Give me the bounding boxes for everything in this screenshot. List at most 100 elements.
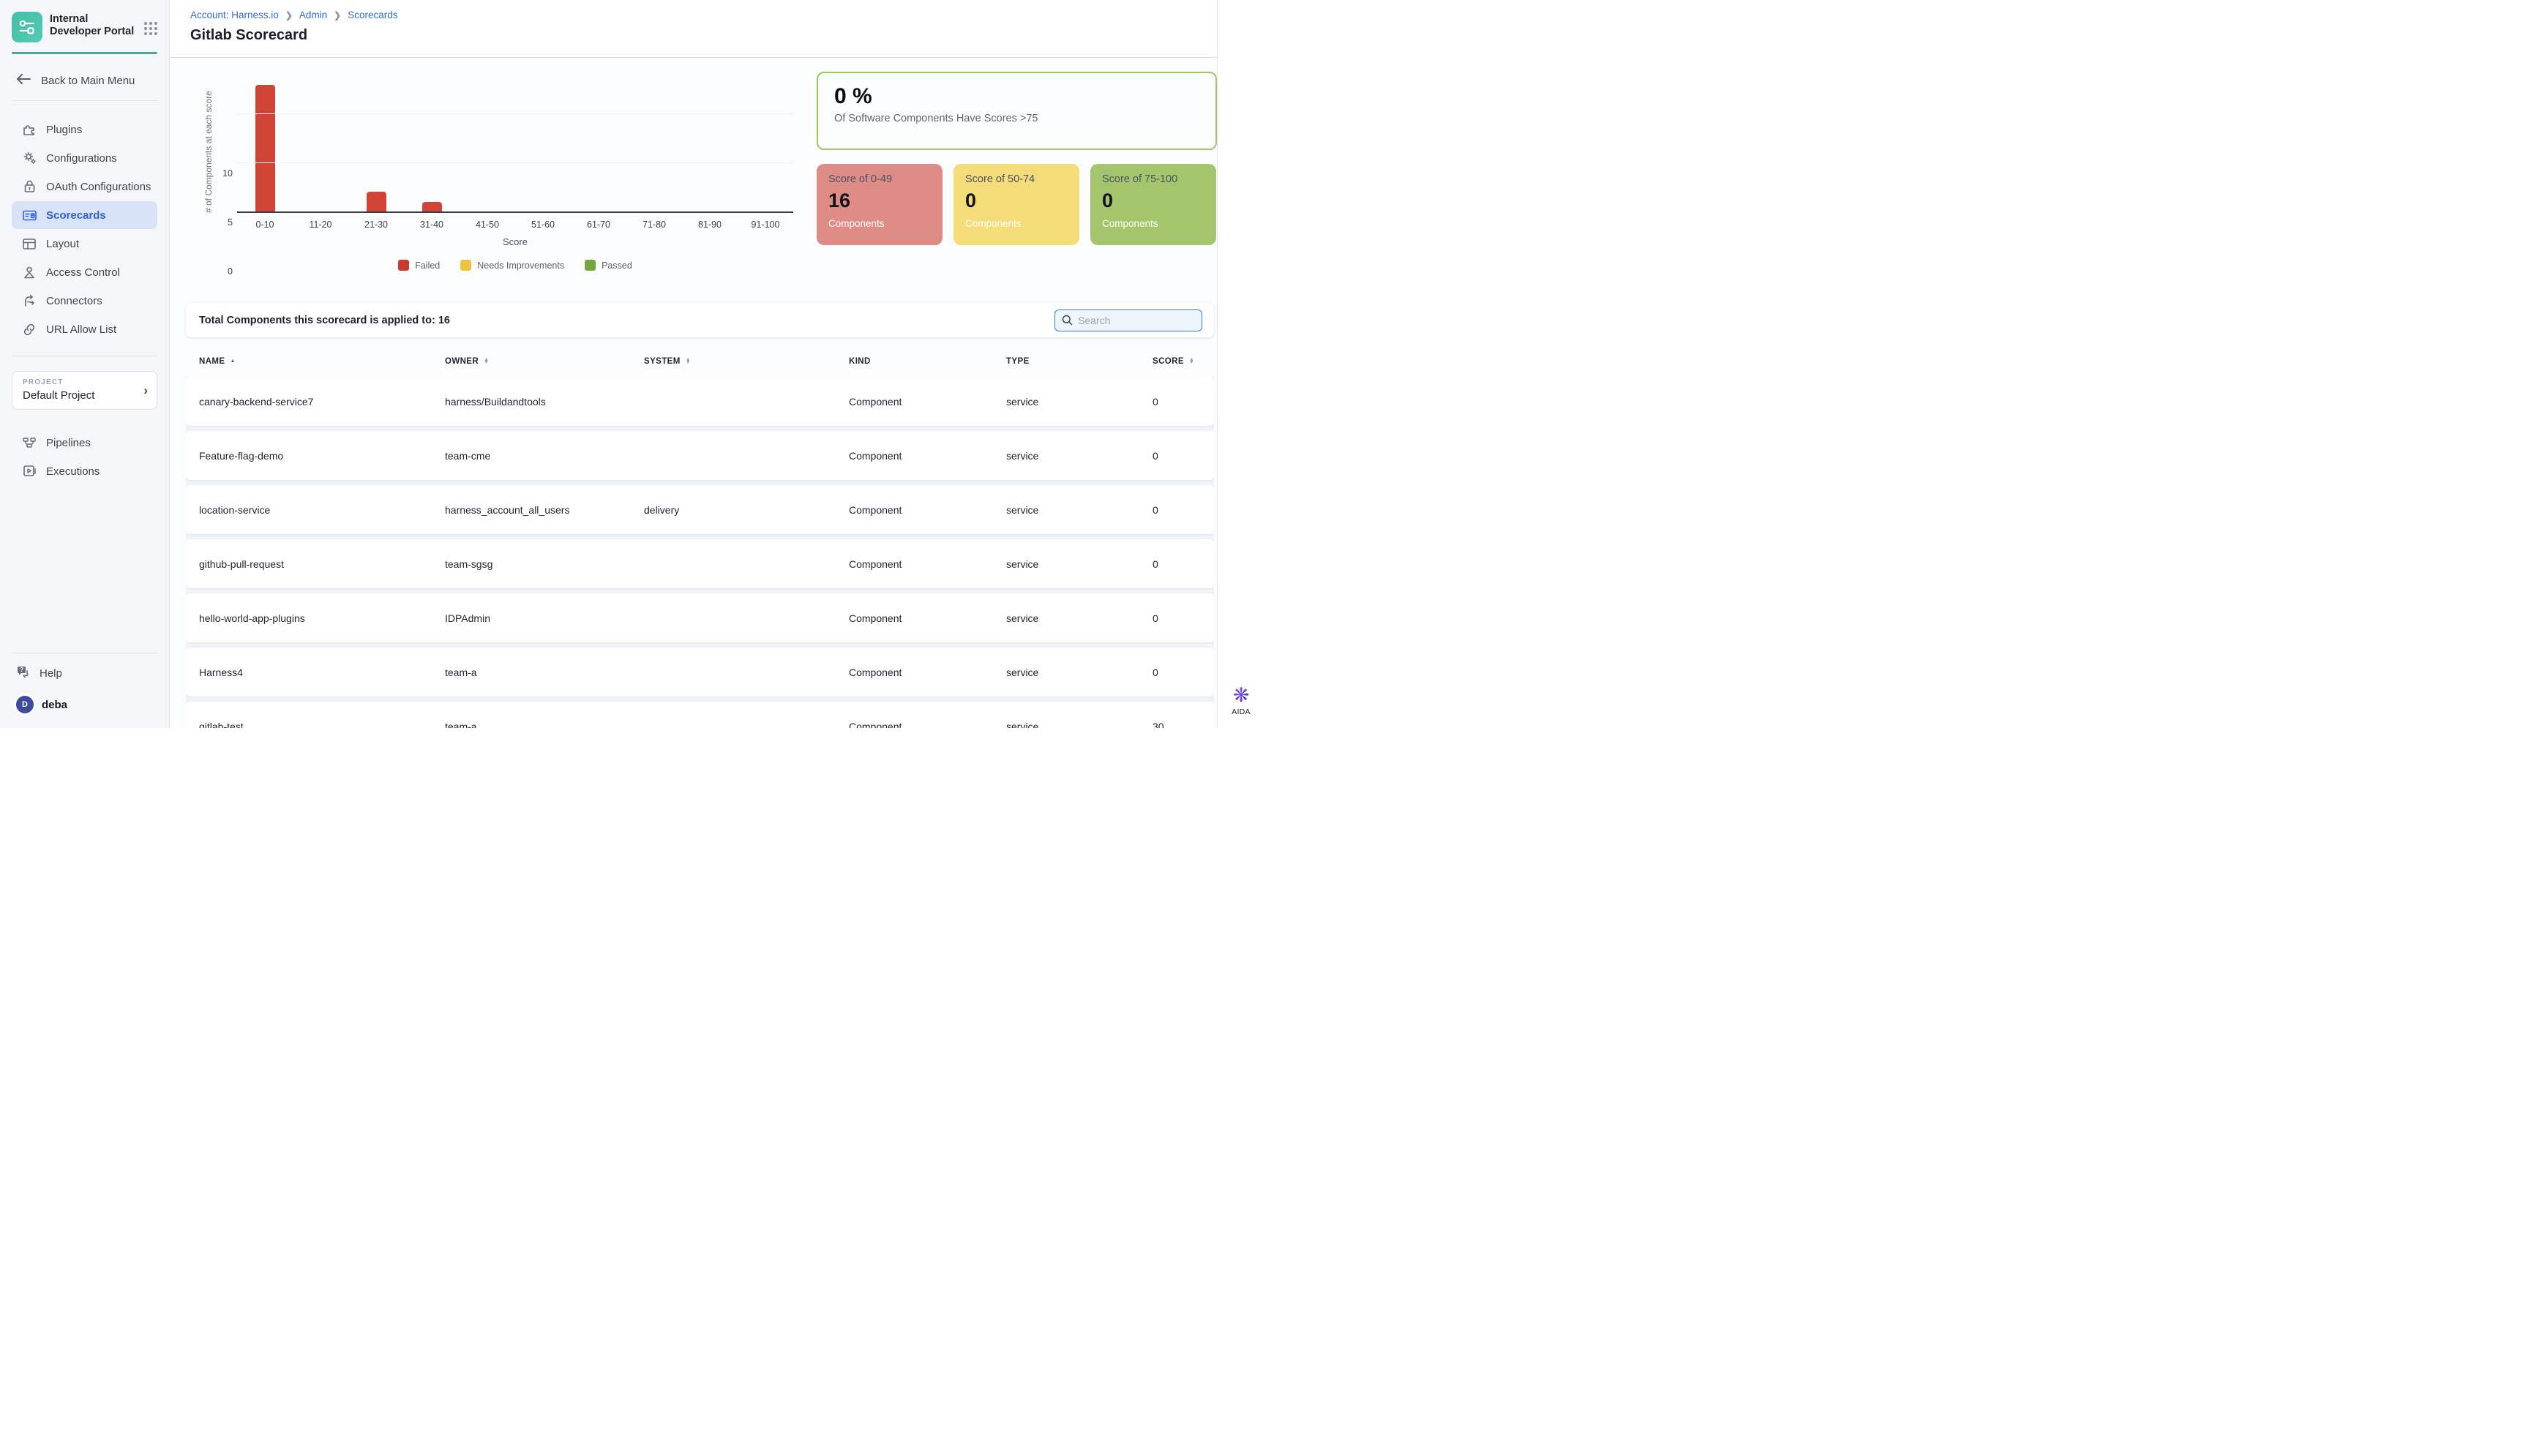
y-tick-10: 10 bbox=[222, 168, 233, 179]
column-header-kind[interactable]: KIND bbox=[849, 357, 1006, 366]
breadcrumb-admin[interactable]: Admin bbox=[299, 10, 328, 20]
x-tick-label: 31-40 bbox=[420, 219, 443, 230]
sidebar-nav: Plugins Configurations bbox=[0, 116, 169, 344]
bar-slot-31-40 bbox=[404, 202, 460, 211]
table-row[interactable]: location-service harness_account_all_user… bbox=[186, 485, 1214, 534]
sidebar-item-label: Plugins bbox=[46, 123, 83, 136]
x-tick-label: 11-20 bbox=[309, 219, 332, 230]
column-label: SYSTEM bbox=[644, 357, 681, 366]
cell-kind: Component bbox=[849, 720, 902, 729]
svg-text:?: ? bbox=[20, 667, 23, 673]
app-window: Internal Developer Portal Back to Main M… bbox=[0, 0, 1264, 728]
help-button[interactable]: ? Help bbox=[0, 653, 169, 684]
sidebar-item-label: OAuth Configurations bbox=[46, 180, 151, 193]
cell-owner: harness/Buildandtools bbox=[445, 395, 546, 408]
sidebar-item-scorecards[interactable]: Scorecards bbox=[12, 201, 157, 229]
column-header-system[interactable]: SYSTEM ▲ ▼ bbox=[644, 357, 849, 366]
column-label: NAME bbox=[199, 357, 225, 366]
sidebar-footer: ? Help D deba bbox=[0, 644, 169, 728]
table-toolbar: Total Components this scorecard is appli… bbox=[186, 303, 1214, 337]
table-row[interactable]: Harness4 team-a Component service 0 bbox=[186, 648, 1214, 697]
page-title: Gitlab Scorecard bbox=[190, 27, 308, 43]
avatar: D bbox=[16, 696, 34, 713]
project-label: PROJECT bbox=[23, 378, 64, 386]
sidebar-item-oauth-configurations[interactable]: OAuth Configurations bbox=[12, 173, 157, 200]
cell-type: service bbox=[1006, 395, 1039, 408]
legend-swatch bbox=[460, 260, 472, 271]
sidebar-item-layout[interactable]: Layout bbox=[12, 230, 157, 258]
bar-31-40 bbox=[422, 202, 442, 211]
breadcrumb: Account: Harness.io ❯ Admin ❯ Scorecards bbox=[190, 10, 1217, 20]
bucket-count: 16 bbox=[828, 189, 851, 211]
aida-label: AIDA bbox=[1232, 708, 1251, 716]
column-header-name[interactable]: NAME ▲ bbox=[199, 357, 445, 366]
idp-logo bbox=[12, 12, 42, 42]
chevron-right-icon: › bbox=[143, 383, 148, 397]
column-header-type[interactable]: TYPE bbox=[1006, 357, 1153, 366]
breadcrumb-account[interactable]: Account: Harness.io bbox=[190, 10, 279, 20]
table-row[interactable]: Feature-flag-demo team-cme Component servic… bbox=[186, 431, 1214, 480]
score-buckets: Score of 0-49 16 Components Score of 50-… bbox=[817, 164, 1217, 245]
sidebar-item-access-control[interactable]: Access Control bbox=[12, 258, 157, 286]
legend-label: Passed bbox=[602, 260, 632, 271]
project-nav: Pipelines Executions bbox=[0, 429, 169, 486]
cell-score: 0 bbox=[1153, 666, 1158, 678]
back-label: Back to Main Menu bbox=[41, 74, 135, 87]
sidebar-item-connectors[interactable]: Connectors bbox=[12, 287, 157, 315]
components-table: canary-backend-service7 harness/Buildandt… bbox=[186, 377, 1214, 728]
sort-icon: ▲ ▼ bbox=[1188, 356, 1195, 365]
x-tick-label: 91-100 bbox=[751, 219, 780, 230]
sidebar-item-pipelines[interactable]: Pipelines bbox=[12, 429, 157, 457]
back-to-main-menu[interactable]: Back to Main Menu bbox=[0, 70, 169, 91]
branch-arrows-icon bbox=[22, 294, 37, 307]
table-row[interactable]: hello-world-app-plugins IDPAdmin Component… bbox=[186, 593, 1214, 642]
content: # of Components at each score 10 5 0 0-1… bbox=[170, 58, 1217, 728]
column-label: TYPE bbox=[1006, 357, 1030, 366]
project-selector[interactable]: PROJECT Default Project › bbox=[12, 371, 157, 410]
user-menu[interactable]: D deba bbox=[0, 684, 169, 728]
cell-kind: Component bbox=[849, 612, 902, 624]
app-grid-icon[interactable] bbox=[144, 22, 159, 37]
search-input[interactable] bbox=[1078, 314, 1188, 326]
table-row[interactable]: gitlab-test team-a Component service 30 bbox=[186, 702, 1214, 728]
highlight-value: 0 % bbox=[834, 84, 872, 108]
aida-button[interactable]: ❋ AIDA bbox=[1218, 686, 1264, 717]
bucket-count: 0 bbox=[965, 189, 977, 211]
chevron-right-icon: ❯ bbox=[334, 10, 342, 20]
divider bbox=[12, 100, 157, 101]
cell-score: 0 bbox=[1153, 612, 1158, 624]
column-header-score[interactable]: SCORE ▲ ▼ bbox=[1153, 357, 1217, 366]
table-row[interactable]: canary-backend-service7 harness/Buildandt… bbox=[186, 377, 1214, 426]
sidebar-item-plugins[interactable]: Plugins bbox=[12, 116, 157, 143]
column-label: KIND bbox=[849, 357, 871, 366]
sidebar-item-configurations[interactable]: Configurations bbox=[12, 144, 157, 172]
help-chat-icon: ? bbox=[16, 666, 31, 682]
sidebar-item-executions[interactable]: Executions bbox=[12, 457, 157, 485]
sidebar-item-label: Pipelines bbox=[46, 436, 91, 449]
search-box[interactable] bbox=[1054, 309, 1202, 331]
x-tick-label: 41-50 bbox=[476, 219, 499, 230]
right-rail: ❋ AIDA bbox=[1217, 0, 1264, 728]
cell-owner: team-a bbox=[445, 720, 477, 729]
layout-icon bbox=[22, 238, 37, 249]
cell-name: Feature-flag-demo bbox=[199, 449, 284, 462]
bar-0-10 bbox=[255, 85, 275, 211]
cell-name: github-pull-request bbox=[199, 558, 284, 570]
cell-owner: team-sgsg bbox=[445, 558, 493, 570]
x-tick-label: 71-80 bbox=[642, 219, 666, 230]
bucket-title: Score of 50-74 bbox=[965, 173, 1035, 185]
brand-underline bbox=[12, 52, 157, 54]
cell-score: 0 bbox=[1153, 395, 1158, 408]
bar-slot-0-10 bbox=[237, 85, 293, 211]
sidebar-item-url-allow-list[interactable]: URL Allow List bbox=[12, 315, 157, 343]
scorecard-icon bbox=[22, 210, 37, 221]
breadcrumb-scorecards[interactable]: Scorecards bbox=[348, 10, 398, 20]
chart-plot bbox=[237, 72, 793, 213]
legend-item-failed: Failed bbox=[398, 260, 440, 271]
gridline bbox=[237, 113, 793, 114]
cell-name: gitlab-test bbox=[199, 720, 244, 729]
sort-icon: ▲ ▼ bbox=[484, 356, 490, 365]
table-row[interactable]: github-pull-request team-sgsg Component ser… bbox=[186, 539, 1214, 588]
cell-type: service bbox=[1006, 612, 1039, 624]
column-header-owner[interactable]: OWNER ▲ ▼ bbox=[445, 357, 644, 366]
